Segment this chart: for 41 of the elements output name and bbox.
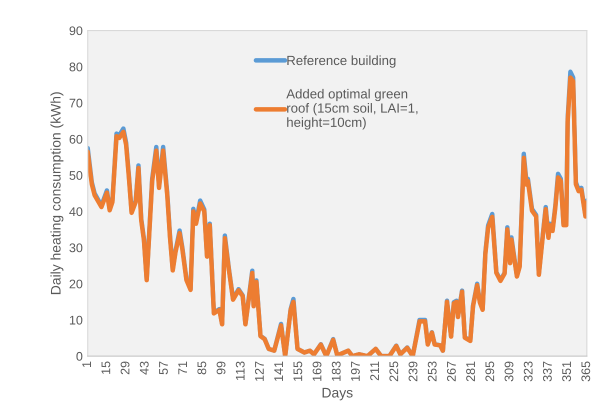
y-tick-label: 70 — [70, 98, 82, 108]
x-tick-label: 127 — [255, 362, 264, 381]
x-tick-label: 183 — [332, 362, 341, 381]
y-axis-title: Daily heating consumption (kWh) — [50, 92, 64, 294]
x-tick-label: 337 — [542, 362, 552, 382]
x-tick-label: 169 — [312, 362, 322, 381]
x-tick-label: 99 — [216, 362, 226, 374]
legend-label: Reference building — [287, 55, 396, 68]
y-tick-label: 90 — [70, 26, 82, 36]
x-tick-label: 1 — [82, 362, 91, 367]
x-tick-label: 253 — [428, 362, 437, 382]
y-tick-label: 40 — [69, 207, 82, 216]
legend-label: Added optimal green roof (15cm soil, LAI=1, height=10cm) — [286, 88, 418, 130]
y-tick-label: 10 — [70, 316, 82, 325]
x-tick-label: 43 — [140, 362, 149, 375]
x-tick-label: 197 — [350, 362, 360, 381]
x-tick-label: 155 — [294, 362, 302, 381]
y-tick-label: 30 — [69, 243, 82, 252]
x-tick-label: 267 — [446, 362, 456, 382]
x-tick-label: 295 — [485, 362, 494, 382]
x-tick-label: 239 — [408, 362, 418, 382]
x-tick-label: 15 — [102, 362, 110, 374]
y-tick-label: 20 — [70, 280, 82, 288]
x-tick-label: 211 — [370, 362, 379, 380]
x-tick-label: 29 — [120, 362, 130, 374]
x-tick-label: 141 — [274, 362, 283, 381]
x-tick-label: 365 — [581, 362, 590, 382]
y-tick-label: 50 — [69, 171, 82, 180]
x-tick-label: 281 — [466, 362, 476, 382]
x-tick-label: 71 — [178, 362, 187, 374]
x-axis-title: Days — [322, 388, 353, 400]
x-tick-label: 85 — [197, 362, 206, 374]
x-tick-label: 351 — [562, 362, 572, 382]
y-tick-label: 60 — [70, 134, 82, 144]
x-tick-label: 57 — [159, 362, 168, 374]
x-tick-label: 309 — [504, 362, 514, 382]
x-tick-label: 323 — [524, 362, 533, 382]
x-tick-label: 113 — [236, 362, 245, 380]
y-tick-label: 80 — [70, 62, 82, 72]
y-tick-label: 0 — [76, 352, 82, 361]
x-tick-label: 225 — [389, 362, 398, 382]
